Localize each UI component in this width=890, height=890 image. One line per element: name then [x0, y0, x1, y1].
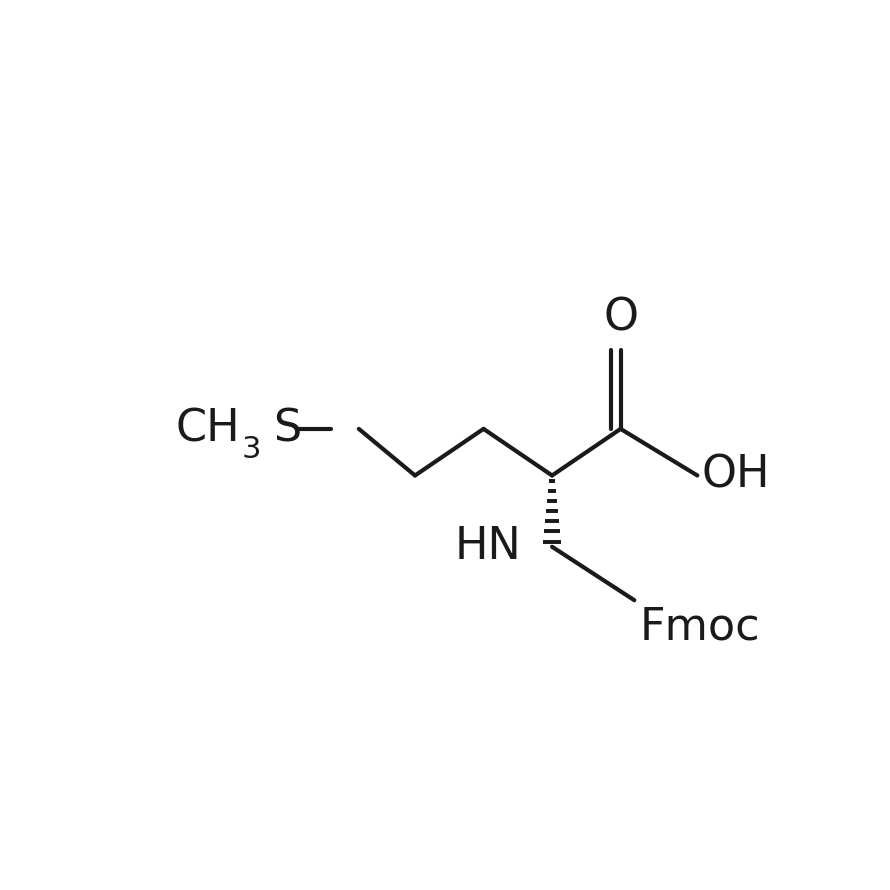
Text: HN: HN	[455, 525, 522, 568]
Text: CH: CH	[175, 408, 240, 450]
Text: O: O	[603, 296, 638, 340]
Text: 3: 3	[241, 435, 261, 464]
Text: OH: OH	[701, 454, 770, 497]
Text: Fmoc: Fmoc	[640, 606, 760, 649]
Text: S: S	[273, 408, 302, 450]
